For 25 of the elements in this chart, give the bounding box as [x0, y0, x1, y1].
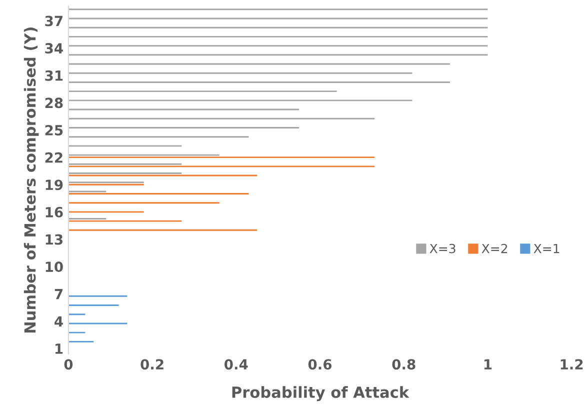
x-axis-title: Probability of Attack: [232, 386, 410, 402]
y-tick-label: 1: [55, 344, 63, 354]
y-tick-label: 16: [46, 206, 63, 218]
legend-label: X=2: [482, 244, 508, 254]
legend-label: X=3: [430, 244, 456, 254]
y-tick-label: 22: [45, 152, 62, 163]
y-tick-label: 34: [45, 43, 63, 54]
y-tick-label: 28: [45, 98, 63, 108]
y-tick-label: 13: [46, 234, 62, 245]
x-tick-label: 0.2: [140, 359, 164, 370]
y-tick-label: 19: [46, 180, 63, 190]
y-tick-label: 7: [54, 289, 62, 300]
x-tick-label: 1: [484, 359, 492, 370]
x-tick-label: 0.6: [308, 359, 332, 370]
y-tick-label: 4: [54, 316, 63, 326]
x-tick-label: 0.8: [392, 359, 416, 370]
x-tick-label: 1.2: [560, 359, 583, 370]
y-axis-title: Number of Meters compromised (Y): [24, 28, 39, 333]
x-tick-label: 0: [64, 359, 73, 370]
y-tick-label: 37: [45, 16, 62, 26]
x-tick-label: 0.4: [224, 359, 248, 370]
y-tick-label: 31: [45, 70, 63, 81]
y-tick-label: 10: [46, 262, 63, 272]
legend-label: X=1: [534, 244, 560, 254]
y-tick-label: 25: [45, 124, 63, 136]
